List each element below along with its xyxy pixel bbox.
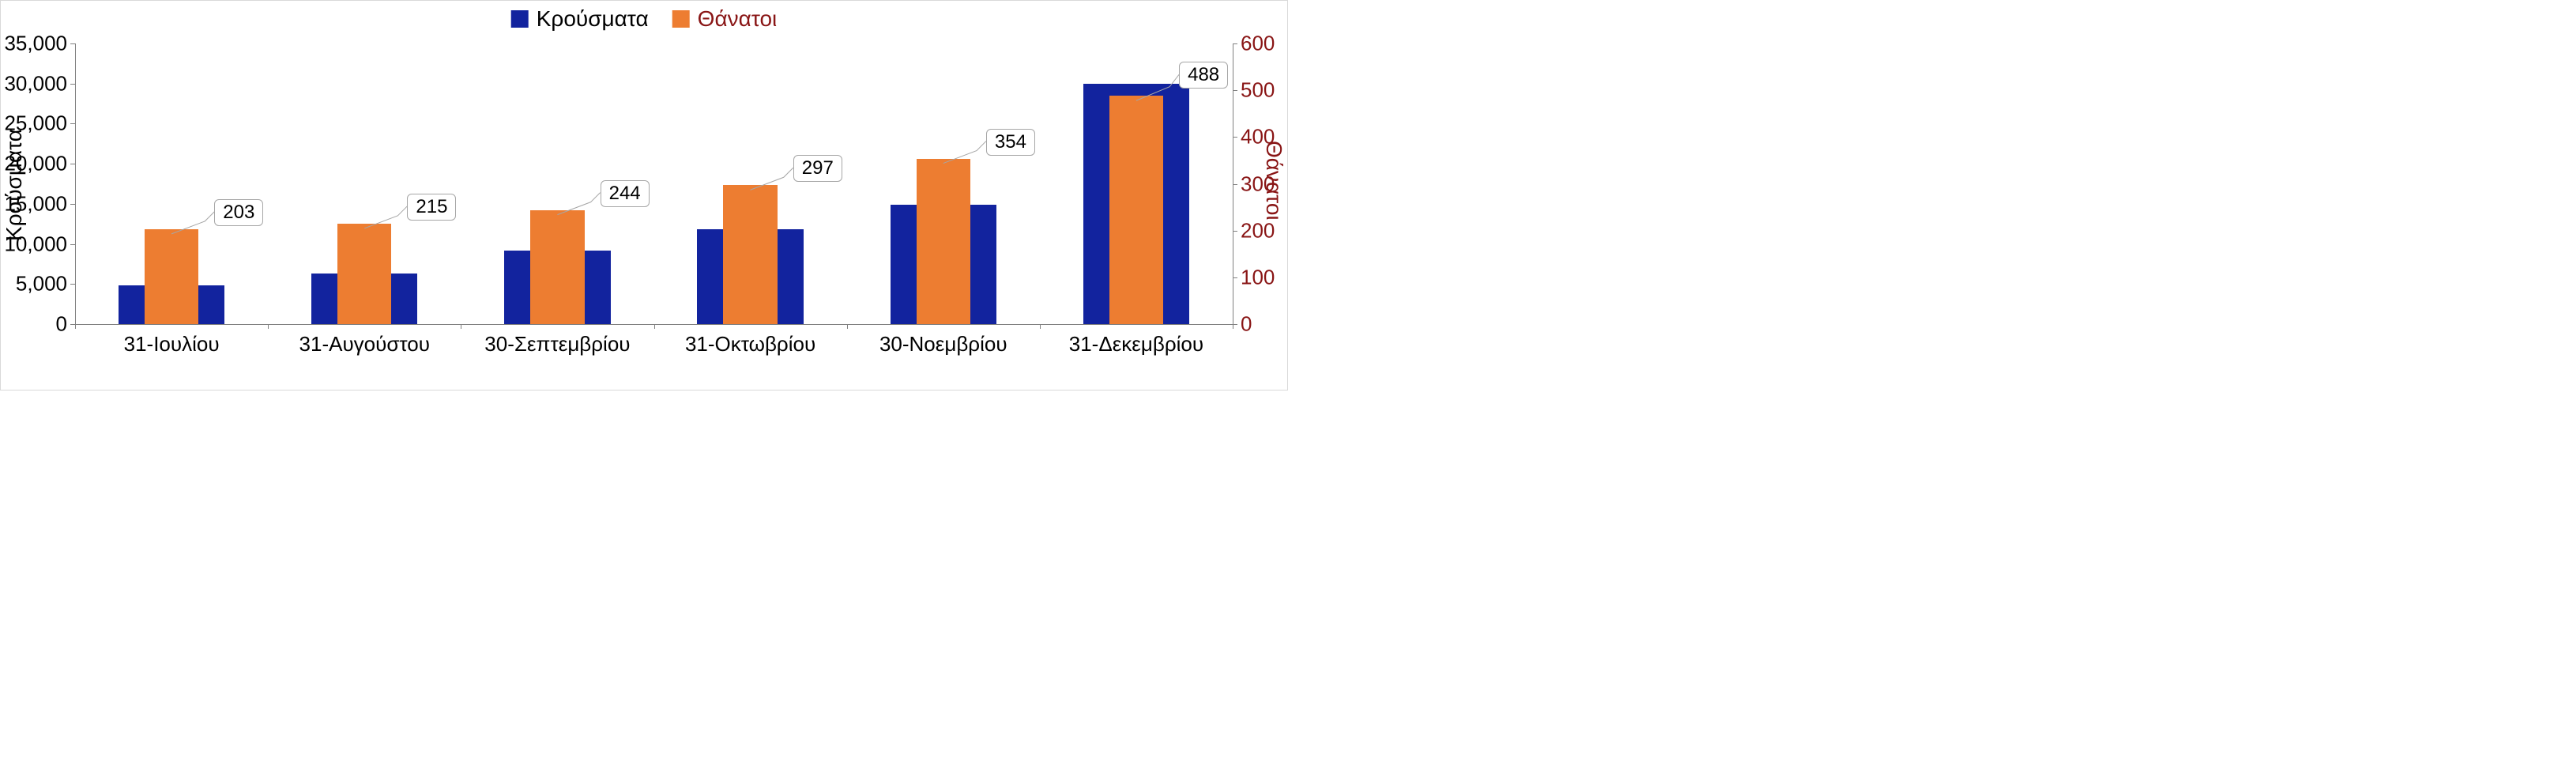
y-right-tick (1233, 137, 1237, 138)
x-tick (268, 324, 269, 329)
legend-swatch (511, 10, 529, 28)
deaths-bar (723, 185, 777, 324)
y-left-tick (70, 123, 75, 124)
deaths-bar (1109, 96, 1163, 324)
y-left-tick-label: 35,000 (4, 32, 67, 56)
legend-swatch (672, 10, 690, 28)
x-tick-label: 31-Δεκεμβρίου (1069, 332, 1203, 357)
y-axis-left-line (75, 43, 76, 324)
legend-label: Θάνατοι (698, 6, 778, 32)
legend: Κρούσματα Θάνατοι (511, 6, 778, 32)
legend-item: Θάνατοι (672, 6, 778, 32)
y-axis-right-title: Θάνατοι (1261, 141, 1286, 221)
x-tick-label: 30-Νοεμβρίου (879, 332, 1007, 357)
legend-label: Κρούσματα (537, 6, 649, 32)
x-tick-label: 31-Αυγούστου (299, 332, 430, 357)
y-left-tick (70, 84, 75, 85)
x-tick (654, 324, 655, 329)
y-left-tick-label: 30,000 (4, 71, 67, 96)
deaths-bar (917, 159, 970, 324)
y-right-tick-label: 100 (1241, 265, 1275, 289)
y-left-tick (70, 244, 75, 245)
deaths-data-label: 244 (601, 180, 650, 207)
deaths-data-label: 297 (793, 155, 842, 182)
y-left-tick (70, 204, 75, 205)
y-right-tick (1233, 43, 1237, 44)
y-right-tick (1233, 90, 1237, 91)
y-right-tick (1233, 184, 1237, 185)
legend-item: Κρούσματα (511, 6, 649, 32)
y-left-tick-label: 5,000 (16, 272, 67, 296)
x-tick-label: 31-Οκτωβρίου (685, 332, 815, 357)
y-axis-left-title: Κρούσματα (2, 129, 27, 241)
x-tick (847, 324, 848, 329)
y-right-tick (1233, 231, 1237, 232)
deaths-data-label: 203 (214, 199, 263, 226)
x-tick-label: 31-Ιουλίου (124, 332, 220, 357)
y-right-tick-label: 600 (1241, 32, 1275, 56)
y-right-tick-label: 500 (1241, 78, 1275, 103)
deaths-bar (337, 224, 391, 324)
deaths-data-label: 354 (986, 129, 1035, 156)
y-right-tick (1233, 277, 1237, 278)
deaths-data-label: 488 (1179, 62, 1228, 89)
deaths-bar (530, 210, 584, 324)
dual-axis-bar-chart: ΚρούσματαΘάνατοι05,00010,00015,00020,000… (0, 0, 1288, 390)
x-tick-label: 30-Σεπτεμβρίου (484, 332, 630, 357)
y-left-tick (70, 43, 75, 44)
deaths-bar (145, 229, 198, 324)
y-right-tick-label: 200 (1241, 218, 1275, 243)
x-tick (1040, 324, 1041, 329)
y-right-tick-label: 0 (1241, 312, 1252, 337)
x-tick (75, 324, 76, 329)
y-left-tick (70, 284, 75, 285)
y-left-tick-label: 0 (56, 312, 67, 337)
deaths-data-label: 215 (407, 194, 456, 221)
